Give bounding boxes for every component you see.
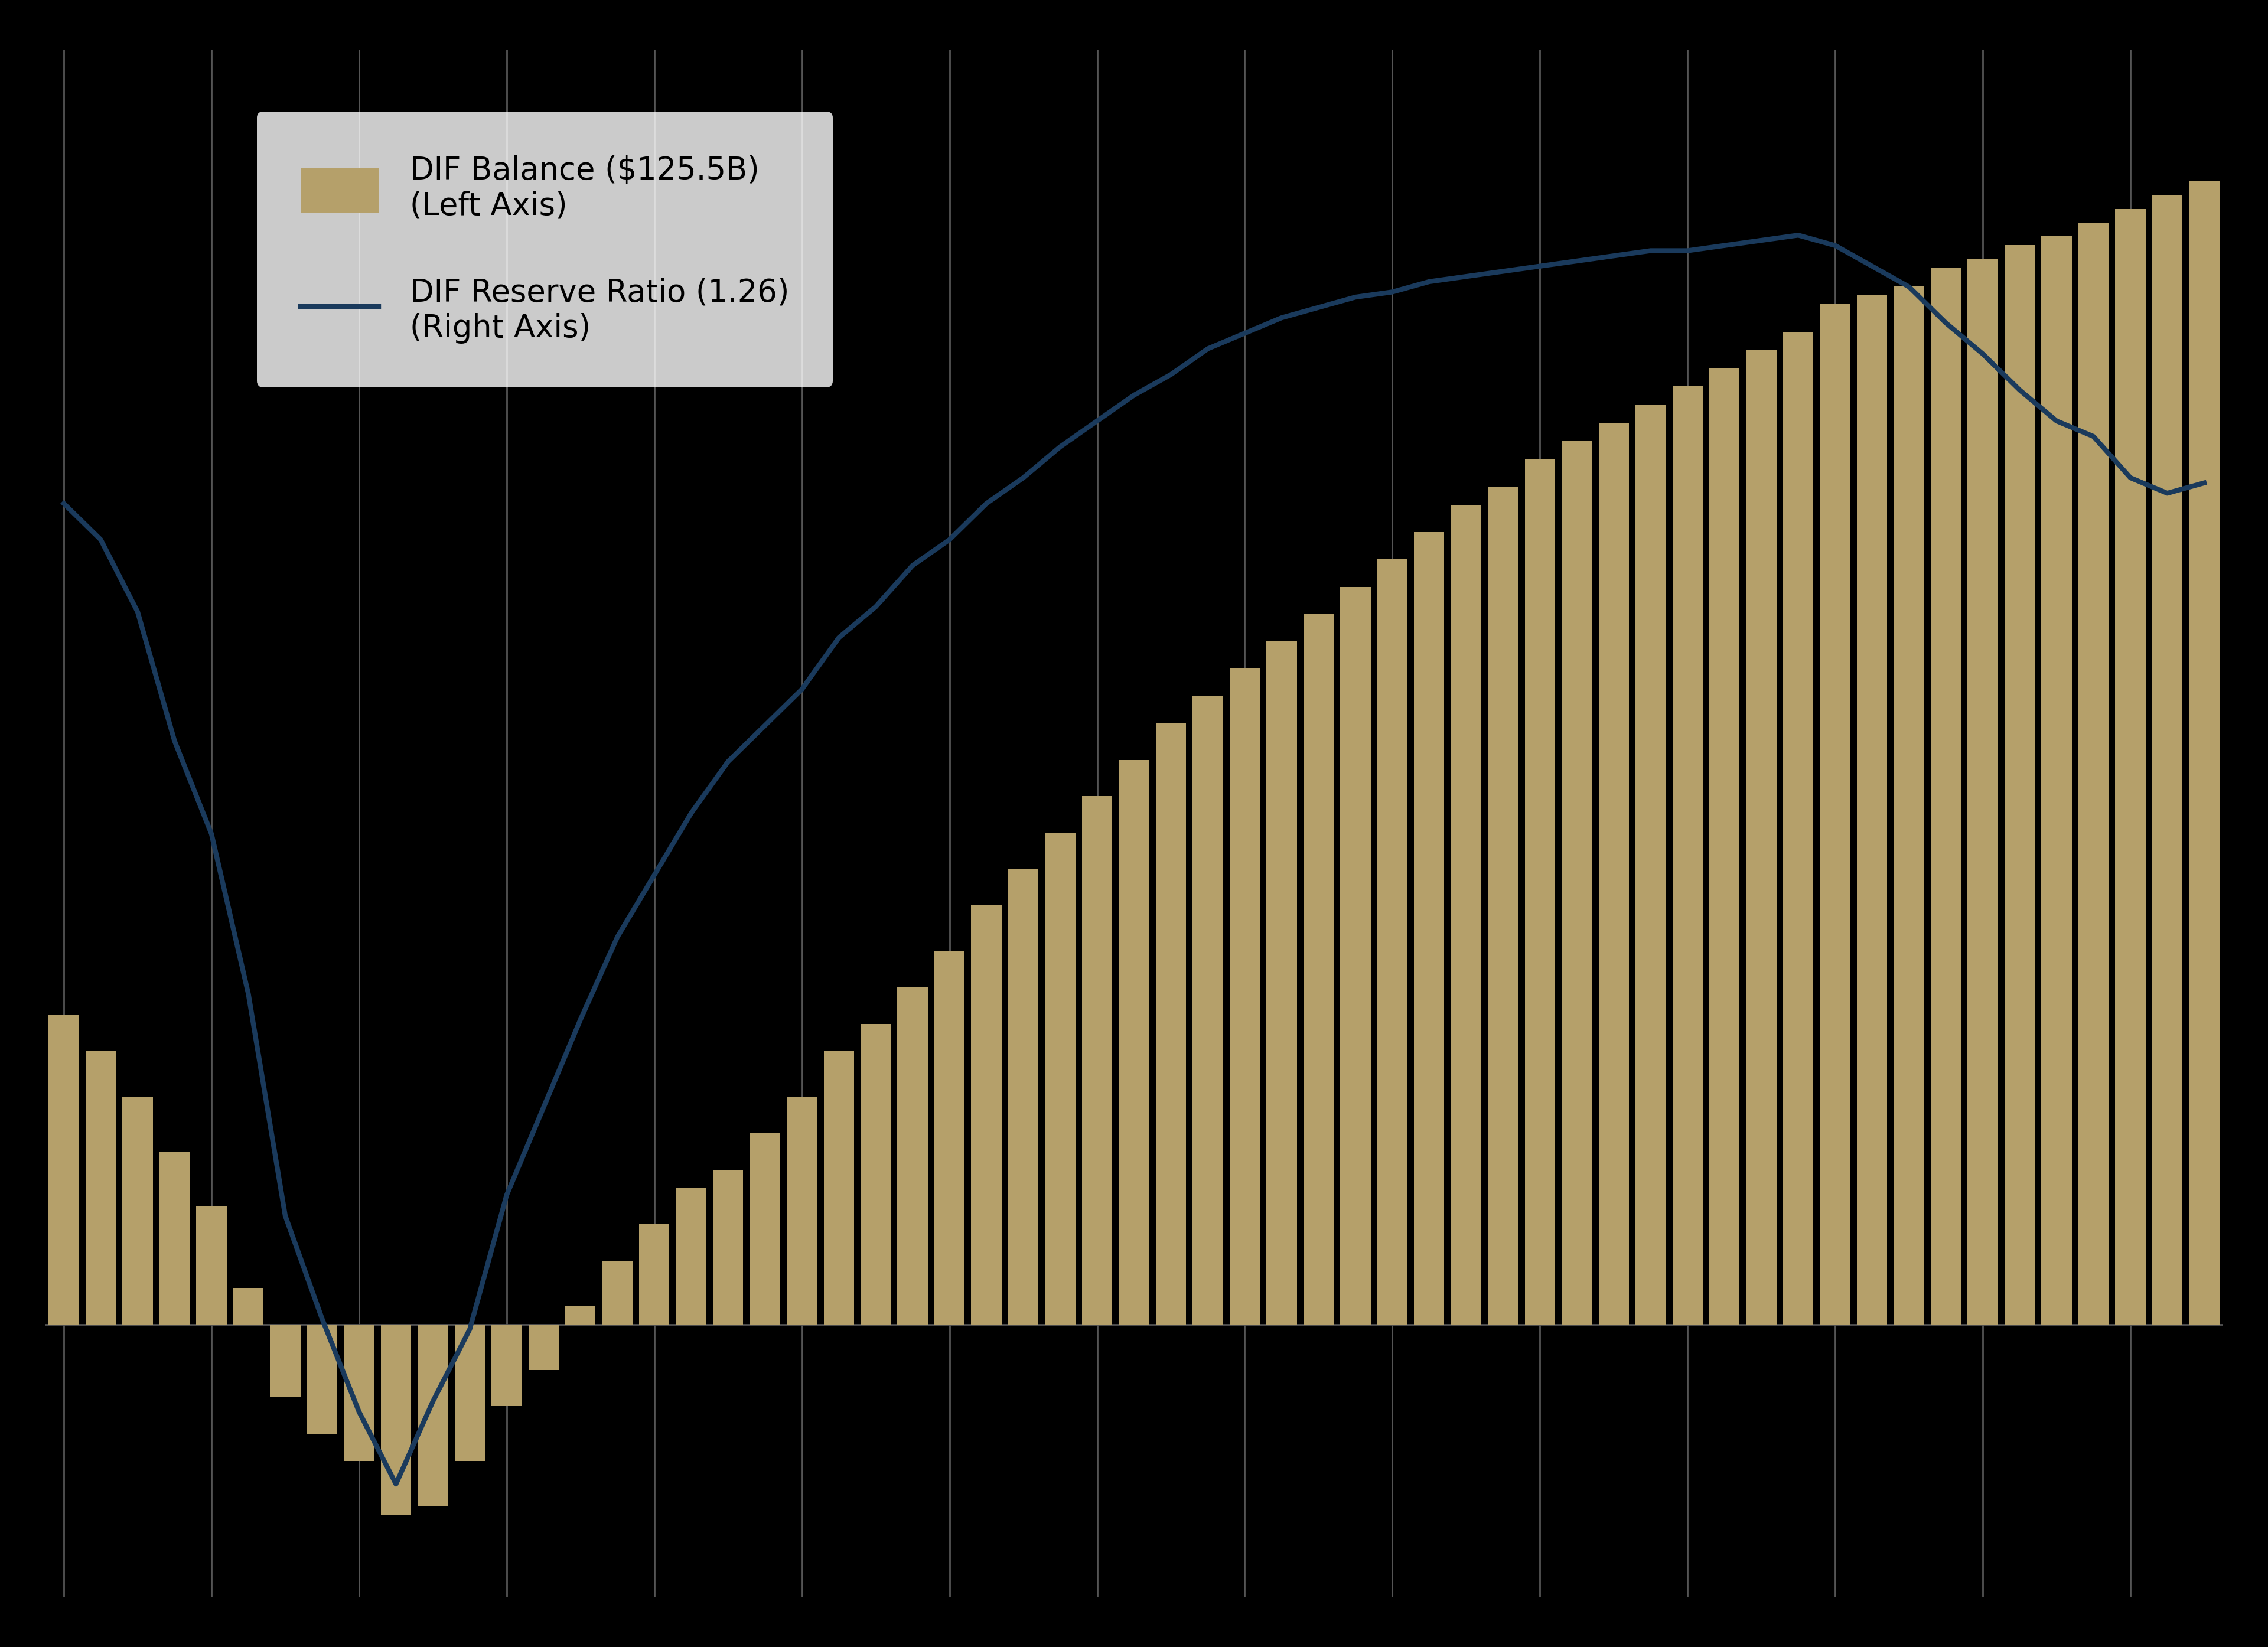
Bar xyxy=(492,1324,522,1407)
Bar xyxy=(122,1097,152,1324)
Bar xyxy=(345,1324,374,1461)
Bar xyxy=(1524,460,1556,1324)
Bar xyxy=(2077,222,2109,1324)
Bar xyxy=(417,1324,449,1507)
Bar xyxy=(1340,586,1370,1324)
Bar xyxy=(270,1324,299,1397)
Bar xyxy=(860,1024,891,1324)
Bar xyxy=(528,1324,558,1370)
Bar xyxy=(1563,441,1592,1324)
Bar xyxy=(934,950,964,1324)
Bar xyxy=(712,1169,744,1324)
Bar xyxy=(1672,387,1703,1324)
Bar xyxy=(1266,641,1297,1324)
Bar xyxy=(1930,268,1962,1324)
Bar xyxy=(565,1306,596,1324)
Bar xyxy=(159,1151,191,1324)
Bar xyxy=(1377,560,1408,1324)
Bar xyxy=(823,1051,855,1324)
Bar xyxy=(1009,870,1039,1324)
Bar xyxy=(381,1324,411,1515)
Bar xyxy=(1710,369,1740,1324)
Bar xyxy=(787,1097,816,1324)
Bar xyxy=(1746,349,1776,1324)
Bar xyxy=(898,988,928,1324)
Bar xyxy=(1599,423,1628,1324)
Bar xyxy=(1488,486,1517,1324)
Bar xyxy=(2041,236,2071,1324)
Bar xyxy=(1783,331,1814,1324)
Bar xyxy=(2189,181,2220,1324)
Bar xyxy=(1819,305,1851,1324)
Bar xyxy=(676,1187,705,1324)
Bar xyxy=(1046,833,1075,1324)
Bar xyxy=(1969,259,1998,1324)
Bar xyxy=(1082,796,1111,1324)
Bar xyxy=(1635,405,1665,1324)
Bar xyxy=(603,1260,633,1324)
Bar xyxy=(2005,245,2034,1324)
Bar xyxy=(454,1324,485,1461)
Bar xyxy=(86,1051,116,1324)
Bar xyxy=(1413,532,1445,1324)
Bar xyxy=(751,1133,780,1324)
Bar xyxy=(48,1015,79,1324)
Bar xyxy=(971,906,1002,1324)
Bar xyxy=(1118,759,1150,1324)
Bar xyxy=(1894,287,1923,1324)
Bar xyxy=(2116,209,2146,1324)
Bar xyxy=(1157,723,1186,1324)
Bar xyxy=(234,1288,263,1324)
Bar xyxy=(2152,194,2182,1324)
Bar xyxy=(197,1206,227,1324)
Legend: DIF Balance ($125.5B)
(Left Axis), DIF Reserve Ratio (1.26)
(Right Axis): DIF Balance ($125.5B) (Left Axis), DIF R… xyxy=(256,112,832,387)
Bar xyxy=(1304,614,1334,1324)
Bar xyxy=(306,1324,338,1433)
Bar xyxy=(1193,697,1222,1324)
Bar xyxy=(1452,504,1481,1324)
Bar xyxy=(1857,295,1887,1324)
Bar xyxy=(640,1224,669,1324)
Bar xyxy=(1229,669,1259,1324)
